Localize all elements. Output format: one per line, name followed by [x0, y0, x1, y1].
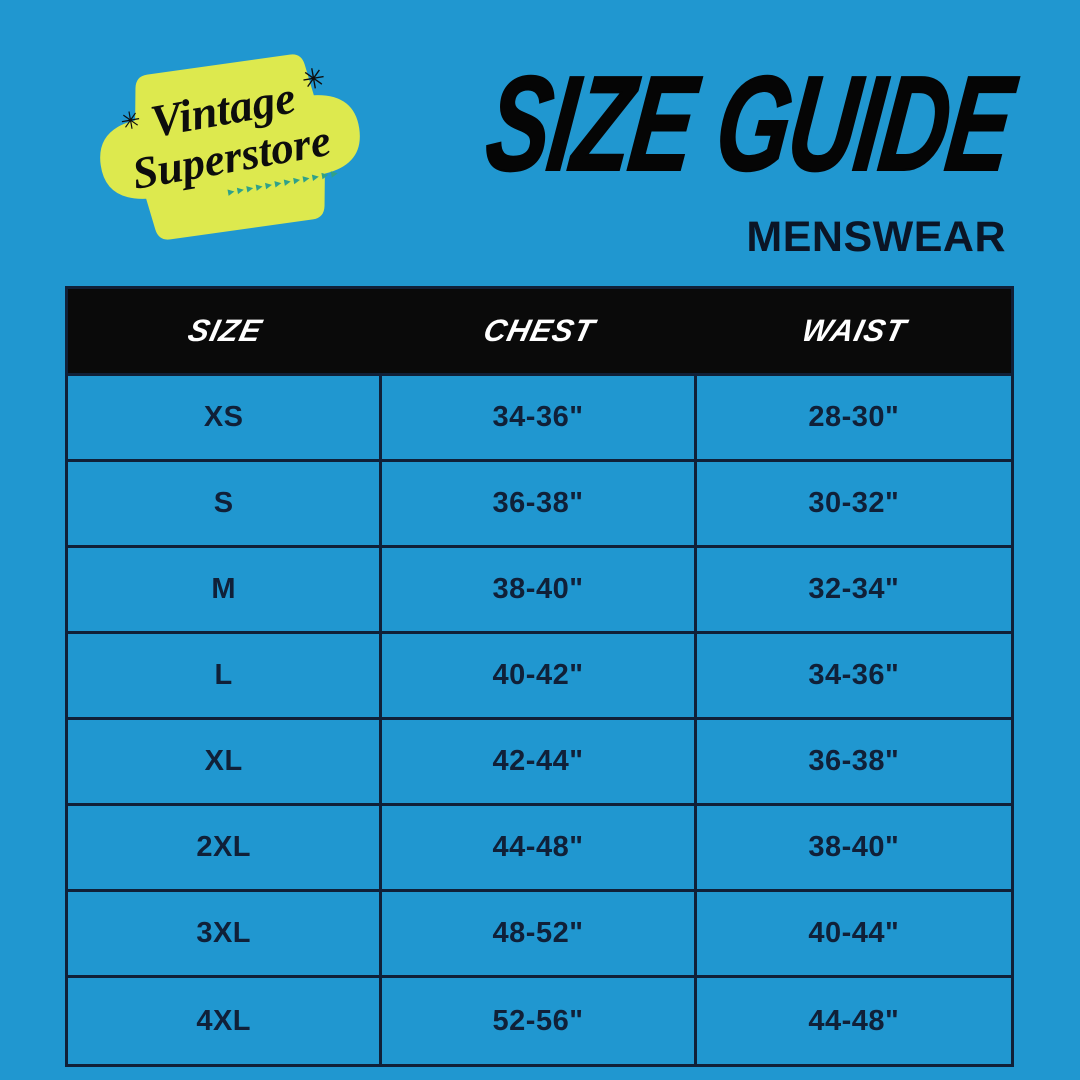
table-cell: 44-48" [808, 1004, 900, 1037]
table-cell: 28-30" [696, 376, 1011, 462]
table-cell: 38-40" [696, 806, 1011, 892]
table-cell: 48-52" [382, 892, 697, 978]
table-cell: 32-34" [696, 548, 1011, 634]
table-cell: M [68, 548, 383, 634]
column-header-chest: CHEST [480, 313, 599, 348]
size-table-body: XS 34-36" 28-30" S 36-38" 30-32" M 38-40" 32-34"… [65, 373, 1014, 1067]
table-cell: S [68, 462, 383, 548]
table-row: 3XL 48-52" 40-44" [68, 892, 1011, 978]
table-cell: 36-38" [382, 462, 697, 548]
size-table-header-row: SIZE CHEST WAIST [65, 286, 1014, 373]
table-cell: 2XL [68, 806, 383, 892]
table-row: L 40-42" 34-36" [68, 634, 1011, 720]
table-cell: 52-56" [382, 978, 697, 1064]
table-cell: L [68, 634, 383, 720]
table-cell: 4XL [68, 978, 383, 1064]
sparkle-star-icon: ✳ [118, 106, 144, 137]
badge-shape [100, 54, 360, 240]
table-row: M 38-40" 32-34" [68, 548, 1011, 634]
brand-logo-badge: ✳ Vintage ✳ Superstore ▸▸▸▸▸▸▸▸▸▸▸▸ [73, 27, 386, 267]
title-block: SIZE GUIDE MENSWEAR [265, 47, 1020, 262]
page-subtitle: MENSWEAR [746, 213, 1006, 261]
table-cell: 38-40" [382, 548, 697, 634]
table-cell: XL [68, 720, 383, 806]
table-cell: 40-42" [382, 634, 697, 720]
table-row: XS 34-36" 28-30" [68, 376, 1011, 462]
table-cell: 44-48" [382, 806, 697, 892]
column-header-waist: WAIST [798, 313, 910, 348]
table-cell: 34-36" [382, 376, 697, 462]
table-row: S 36-38" 30-32" [68, 462, 1011, 548]
table-cell: XS [68, 376, 383, 462]
table-row: 2XL 44-48" 38-40" [68, 806, 1011, 892]
table-cell: 36-38" [696, 720, 1011, 806]
table-cell: 34-36" [696, 634, 1011, 720]
column-header-size: SIZE [184, 313, 266, 348]
size-table: SIZE CHEST WAIST XS 34-36" 28-30" S 36-38" 30-3… [65, 286, 1014, 1067]
table-row: XL 42-44" 36-38" [68, 720, 1011, 806]
table-cell: 3XL [68, 892, 383, 978]
table-cell: 30-32" [696, 462, 1011, 548]
page-title: SIZE GUIDE [478, 47, 1020, 200]
table-cell: 42-44" [382, 720, 697, 806]
table-row: 4XL 52-56" 44-48" [68, 978, 1011, 1064]
table-cell: 40-44" [696, 892, 1011, 978]
